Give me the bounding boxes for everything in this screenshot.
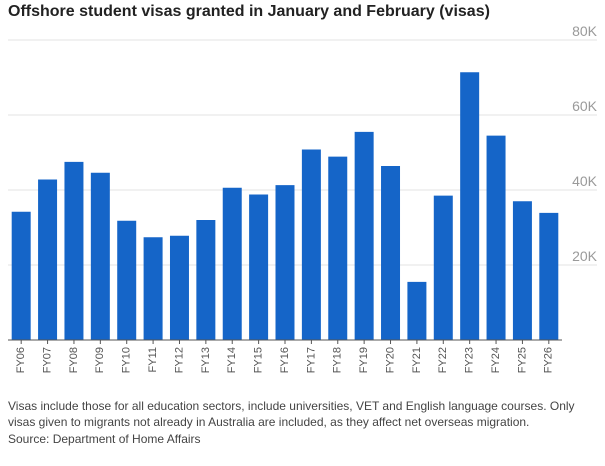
bar-fy08 [64, 161, 84, 341]
x-axis [8, 339, 562, 344]
bar-fy13 [196, 220, 216, 340]
x-tick-label: FY07 [41, 347, 53, 373]
x-tick-label: FY21 [411, 347, 423, 373]
x-tick-label: FY22 [437, 347, 449, 373]
bar-fy15 [249, 194, 269, 340]
bar-fy12 [169, 235, 189, 340]
x-tick-label: FY06 [15, 347, 27, 373]
chart-title: Offshore student visas granted in Januar… [8, 3, 490, 20]
x-tick-label: FY10 [121, 347, 133, 373]
x-tick-label: FY14 [226, 347, 238, 373]
x-tick-label: FY11 [147, 347, 159, 372]
x-axis-ticks: FY06 FY07 FY08 FY09 FY10 FY11 FY12 FY13 FY14 FY15… [15, 347, 555, 373]
x-tick-label: FY20 [384, 347, 396, 373]
chart-source: Source: Department of Home Affairs [8, 432, 201, 446]
x-tick-label: FY08 [68, 347, 80, 373]
bar-fy16 [275, 185, 295, 341]
bar-fy14 [222, 187, 242, 340]
y-tick-label: 40K [572, 173, 598, 189]
bar-chart: 20K 40K 60K 80K FY06 FY07 FY08 FY09 FY10 FY11 FY1… [8, 23, 598, 373]
bar-fy06 [11, 211, 31, 340]
y-axis-ticks: 20K 40K 60K 80K [572, 23, 598, 264]
bar-fy17 [301, 149, 321, 340]
bar-fy21 [407, 281, 427, 341]
y-tick-label: 20K [572, 248, 598, 264]
x-tick-label: FY13 [200, 347, 212, 373]
x-tick-label: FY15 [253, 347, 265, 373]
bar-fy25 [512, 201, 532, 340]
bar-fy07 [38, 179, 58, 340]
x-tick-label: FY09 [94, 347, 106, 373]
x-tick-label: FY19 [358, 347, 370, 373]
bar-fy10 [117, 220, 137, 340]
bar-fy22 [433, 195, 453, 341]
y-tick-label: 60K [572, 98, 598, 114]
bar-fy19 [354, 131, 374, 341]
x-tick-label: FY18 [332, 347, 344, 373]
bar-fy20 [381, 166, 401, 340]
y-tick-label: 80K [572, 23, 598, 39]
bar-fy26 [539, 212, 559, 341]
chart-footnote: Visas include those for all education se… [8, 399, 575, 429]
bars [11, 72, 559, 341]
x-tick-label: FY12 [173, 347, 185, 373]
x-tick-label: FY23 [464, 347, 476, 373]
bar-fy24 [486, 135, 506, 341]
x-tick-label: FY24 [490, 347, 502, 373]
x-tick-label: FY26 [543, 347, 555, 373]
bar-fy23 [460, 72, 480, 340]
bar-fy09 [90, 172, 110, 340]
bar-fy11 [143, 237, 163, 340]
bar-fy18 [328, 156, 348, 341]
x-tick-label: FY16 [279, 347, 291, 373]
x-tick-label: FY25 [516, 347, 528, 373]
x-tick-label: FY17 [305, 347, 317, 373]
